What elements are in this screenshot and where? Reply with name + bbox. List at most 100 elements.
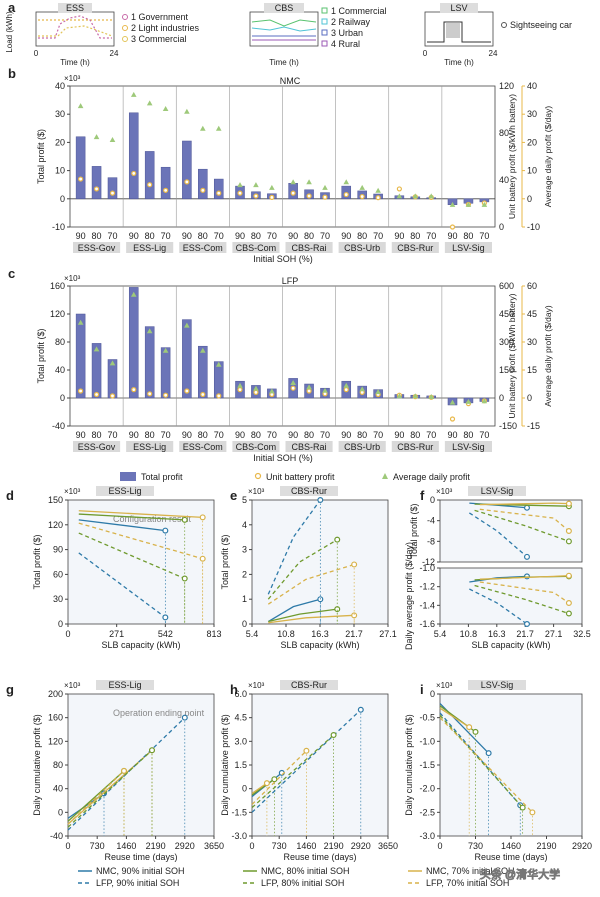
unit-point-panel_b-CBS-Urb-90 (343, 191, 349, 198)
panel-panel_b-soh-tick: 90 (341, 231, 351, 241)
avg-point-panel_b-CBS-Rai-80 (306, 179, 312, 185)
lsv-load-block (446, 22, 460, 38)
panel-panel_b-soh-tick: 70 (320, 231, 330, 241)
panel-panel_d-title: ESS-Lig (108, 486, 141, 496)
avg-point-panel_c-CBS-Urb-80 (359, 386, 365, 392)
panel-panel_c-r2tick-label: 0 (527, 393, 532, 403)
avg-point-panel_b-CBS-Com-90 (237, 182, 243, 188)
avg-point-panel_c-CBS-Urb-90 (343, 382, 350, 388)
panel-panel_g-exponent: ×10³ (64, 681, 81, 690)
panel-panel_f-ytick-label: 0 (430, 495, 435, 505)
panel-panel_e-xtick-label: 21.7 (345, 629, 363, 639)
panel-panel_b-label: b (8, 66, 16, 81)
panel-panel_c-group-label-bg (73, 441, 121, 452)
cbs-xlabel: Time (h) (269, 58, 299, 67)
line-e-LFP, 90% initial SOH (267, 499, 321, 595)
avg-point-panel_b-ESS-Lig-80 (146, 100, 153, 106)
panel-panel_e-xtick-label: 10.8 (277, 629, 295, 639)
cbs-title: CBS (275, 3, 294, 13)
endpoint-d-LFP, 70% initial SOH (199, 555, 206, 562)
panel-panel_b-soh-tick: 70 (267, 231, 277, 241)
bar-panel_b-ESS-Gov-80 (91, 166, 102, 200)
panel-panel_c-group-label: ESS-Com (183, 442, 223, 452)
unit-point-panel_c-ESS-Lig-80 (147, 391, 153, 397)
panel-panel_f-f_top-frame (439, 499, 583, 563)
bar-panel_b-ESS-Com-80 (198, 168, 208, 200)
panel-panel_g-ytick-label: 200 (48, 689, 63, 699)
panel-panel_d-label: d (6, 488, 14, 503)
line-h-LFP, 70% initial SOH (251, 750, 307, 805)
panel-panel_e-ytick-label: 4 (242, 520, 247, 530)
cbs-legend-item: 1 Commercial (331, 6, 387, 16)
panel-panel_e-xtick-label: 5.4 (246, 629, 259, 639)
panel-panel_c-group-label: CBS-Com (236, 442, 277, 452)
unit-point-panel_c-ESS-Gov-80 (93, 391, 100, 398)
avg-point-panel_c-CBS-Rai-70 (322, 387, 328, 393)
panel-panel_d-title-bg (96, 486, 154, 496)
panel-panel_c-soh-tick: 80 (145, 430, 155, 440)
endpoint-d-LFP, 80% initial SOH (181, 575, 188, 582)
panel-panel_c-group-label: CBS-Rai (292, 442, 327, 452)
panel-panel_i-xlabel: Reuse time (days) (474, 852, 547, 862)
panel-panel_c-r1tick-label: 600 (499, 281, 514, 291)
lsv-x0: 0 (423, 49, 428, 58)
unit-point-panel_c-CBS-Com-90 (237, 387, 243, 393)
ess-title: ESS (66, 3, 84, 13)
line-f_bottom-LFP, 70% initial SOH (479, 581, 570, 604)
endpoint-f_top-NMC, 90% initial SOH (523, 504, 530, 511)
panel-panel_g-xtick-label: 3650 (204, 841, 224, 851)
panel-panel_i-label: i (420, 682, 424, 697)
panel-panel_b-soh-tick: 80 (304, 231, 314, 241)
panel-panel_d-ytick-label: 150 (48, 495, 63, 505)
panel-panel_b-soh-tick: 70 (479, 231, 489, 241)
panel-panel_c-r1tick-label: 0 (499, 393, 504, 403)
endpoint-i-NMC, 90% initial SOH (485, 750, 492, 757)
cbs-legend-item: 2 Railway (331, 17, 371, 27)
panel-panel_i-ytick-label: -2.5 (419, 807, 435, 817)
unit-point-panel_b-CBS-Rai-80 (306, 193, 312, 199)
panel-panel_f-xtick-label: 16.3 (488, 629, 506, 639)
panel-panel_g-xtick-label: 730 (90, 841, 105, 851)
panel-panel_c-label: c (8, 266, 15, 281)
line-d-LFP, 80% initial SOH (78, 532, 185, 580)
line-e-LFP, 70% initial SOH (267, 563, 355, 605)
legend-bottom-item-4: LFP, 80% initial SOH (261, 878, 344, 888)
panel-panel_f-title: LSV-Sig (481, 486, 514, 496)
line-d-NMC, 90% initial SOH (78, 519, 166, 532)
cbs-legend-marker (321, 29, 328, 36)
line-h-NMC, 70% initial SOH (251, 782, 268, 794)
panel-panel_b-group-label-bg (338, 242, 386, 253)
line-d-NMC, 70% initial SOH (78, 510, 203, 519)
cbs-legend-marker (321, 7, 328, 14)
avg-point-panel_c-CBS-Com-90 (237, 382, 243, 388)
panel-panel_b-soh-tick: 70 (373, 231, 383, 241)
panel-panel_c-ylabel-r2: Average daily profit ($/day) (543, 305, 553, 407)
panel-panel_g-ytick-label: 0 (58, 807, 63, 817)
panel-panel_c-soh-tick: 90 (235, 430, 245, 440)
panel-panel_c-ytick-label: 40 (55, 365, 65, 375)
avg-point-panel_b-ESS-Gov-80 (93, 134, 100, 140)
panel-panel_i-xtick-label: 1460 (501, 841, 521, 851)
panel-panel_h-xtick-label: 0 (249, 841, 254, 851)
ess-legend-item: 2 Light industries (131, 23, 200, 33)
unit-point-panel_b-ESS-Com-90 (184, 179, 190, 185)
panel-panel_g-ytick-label: 40 (53, 784, 63, 794)
panel-panel_f-xtick-label: 21.7 (516, 629, 534, 639)
panel-panel_c-soh-tick: 90 (394, 430, 404, 440)
panel-panel_b-group-label-bg (73, 242, 121, 253)
panel-panel_d-xtick-label: 542 (158, 629, 173, 639)
panel-panel_b-group-label: ESS-Lig (133, 243, 166, 253)
panel-panel_i-ytick-label: -3.0 (419, 831, 435, 841)
line-i-NMC, 70% initial SOH (439, 707, 470, 728)
avg-point-panel_c-CBS-Rur-90 (396, 393, 403, 399)
panel-panel_h-xtick-label: 3650 (378, 841, 398, 851)
panel-panel_c-group-label: ESS-Lig (133, 442, 166, 452)
unit-point-panel_c-ESS-Com-90 (184, 388, 190, 394)
panel-panel_c-soh-tick: 90 (129, 430, 139, 440)
endpoint-f_bottom-LFP, 80% initial SOH (565, 610, 572, 617)
panel-panel_c-soh-tick: 90 (341, 430, 351, 440)
panel-panel_h-exponent: ×10³ (248, 681, 265, 690)
panel-panel_c-ytick-label: 160 (50, 281, 65, 291)
panel-panel_c-soh-tick: 80 (304, 430, 314, 440)
panel-panel_f-ytick-label: -1.4 (419, 600, 435, 610)
